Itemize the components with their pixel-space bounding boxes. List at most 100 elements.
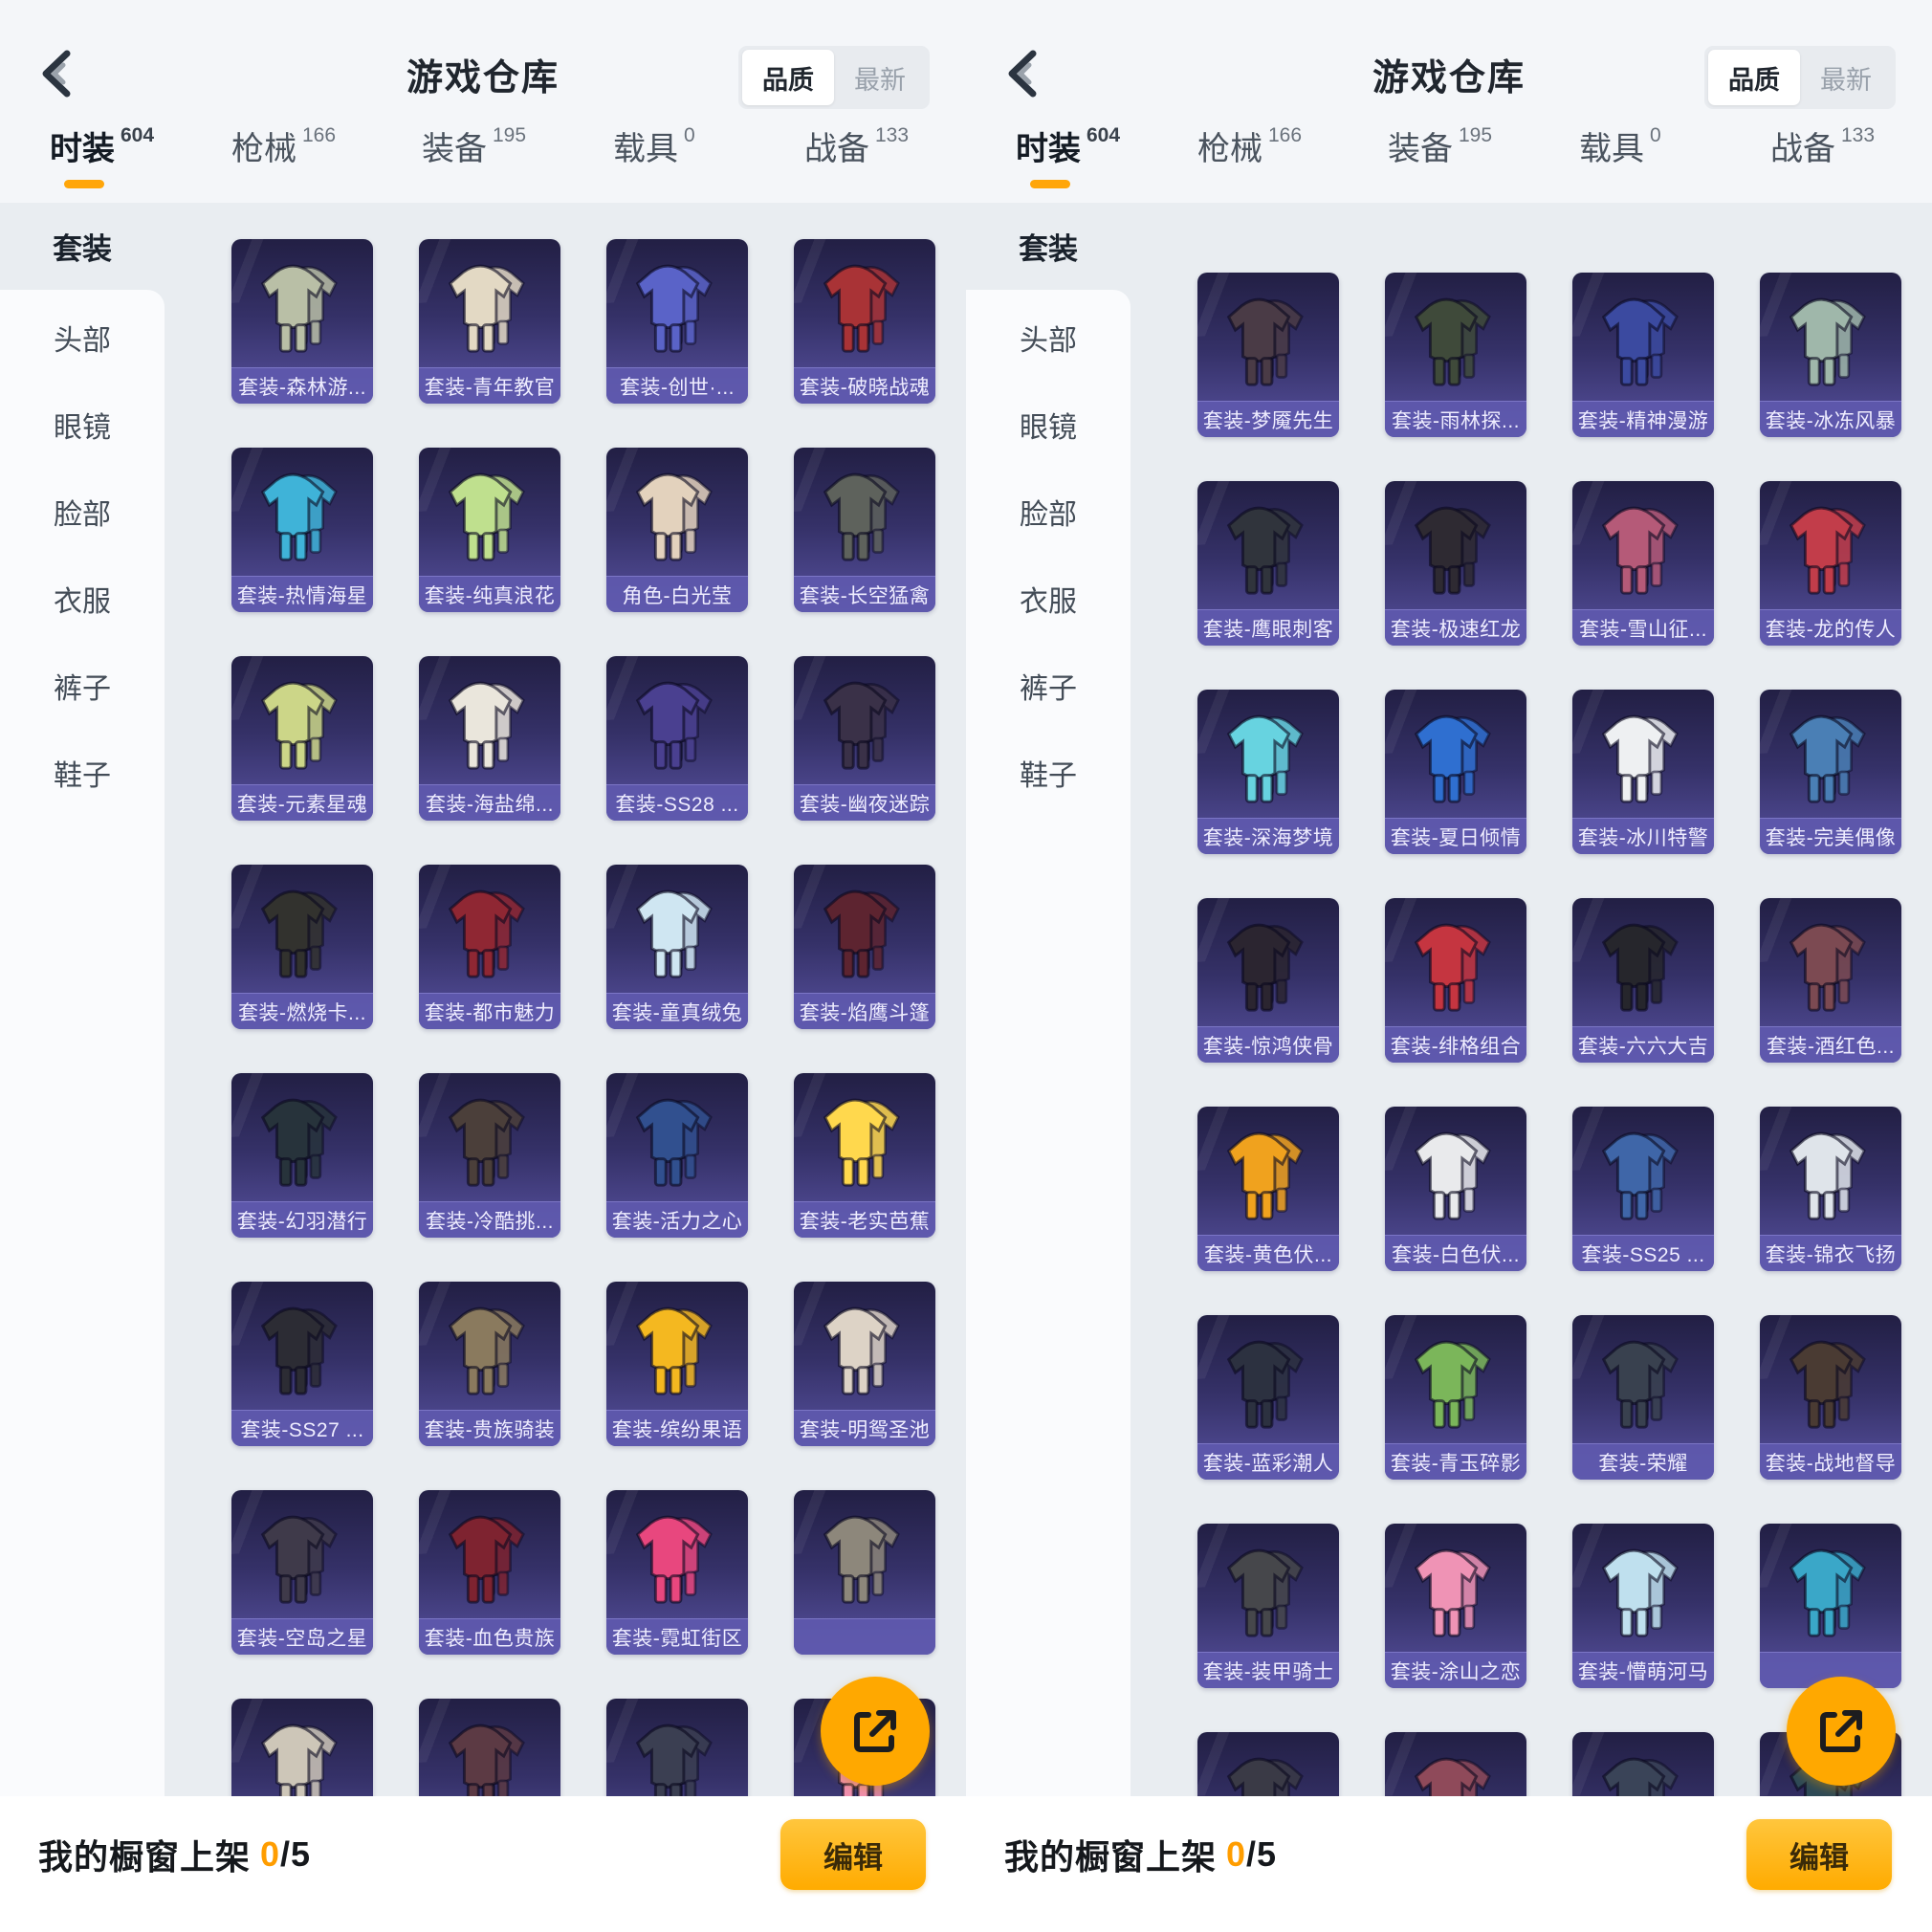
edit-button[interactable]: 编辑 — [1746, 1819, 1892, 1890]
sort-option-selected[interactable]: 品质 — [742, 50, 834, 105]
item-card[interactable] — [1572, 1732, 1714, 1796]
item-card[interactable]: 套装-空岛之星 — [231, 1490, 373, 1655]
sidebar-item-头部[interactable]: 头部 — [54, 324, 111, 357]
item-card[interactable] — [1197, 1732, 1339, 1796]
item-card[interactable]: 套装-缤纷果语 — [606, 1282, 748, 1446]
item-card[interactable]: 套装-冰川特警 — [1572, 690, 1714, 854]
item-card[interactable] — [606, 1699, 748, 1796]
item-card[interactable]: 套装-霓虹街区 — [606, 1490, 748, 1655]
item-card[interactable]: 套装-懵萌河马 — [1572, 1524, 1714, 1688]
item-card[interactable]: 套装-精神漫游 — [1572, 273, 1714, 437]
sidebar-item-脸部[interactable]: 脸部 — [54, 498, 111, 531]
item-card[interactable]: 套装-战地督导 — [1760, 1315, 1901, 1480]
item-card[interactable]: 套装-鹰眼刺客 — [1197, 481, 1339, 646]
item-card[interactable]: 套装-幽夜迷踪 — [794, 656, 935, 821]
tab-战备[interactable]: 战备 133 — [1770, 122, 1875, 184]
sidebar-item-脸部[interactable]: 脸部 — [1020, 498, 1077, 531]
item-card[interactable]: 套装-热情海星 — [231, 448, 373, 612]
sidebar-item-眼镜[interactable]: 眼镜 — [54, 411, 111, 444]
tab-装备[interactable]: 装备 195 — [422, 122, 526, 184]
tab-载具[interactable]: 载具 0 — [1579, 122, 1661, 184]
item-card[interactable]: 套装-绯格组合 — [1385, 898, 1526, 1063]
item-card[interactable]: 套装-惊鸿侠骨 — [1197, 898, 1339, 1063]
item-card[interactable]: 套装-明鸳圣池 — [794, 1282, 935, 1446]
item-card[interactable]: 套装-六六大吉 — [1572, 898, 1714, 1063]
item-card[interactable]: 角色-白光莹 — [606, 448, 748, 612]
sidebar-item-头部[interactable]: 头部 — [1020, 324, 1077, 357]
share-fab-button[interactable] — [1787, 1677, 1896, 1786]
tab-时装[interactable]: 时装 604 — [50, 122, 154, 184]
item-card[interactable]: 套装-老实芭蕉 — [794, 1073, 935, 1238]
item-label: 套装-长空猛禽 — [794, 576, 935, 612]
item-card[interactable]: 套装-冷酷挑... — [419, 1073, 560, 1238]
item-card[interactable]: 套装-荣耀 — [1572, 1315, 1714, 1480]
item-card[interactable]: 套装-元素星魂 — [231, 656, 373, 821]
tab-载具[interactable]: 载具 0 — [613, 122, 695, 184]
item-card[interactable]: 套装-幻羽潜行 — [231, 1073, 373, 1238]
item-card[interactable]: 套装-血色贵族 — [419, 1490, 560, 1655]
item-card[interactable]: 套装-装甲骑士 — [1197, 1524, 1339, 1688]
sidebar-item-眼镜[interactable]: 眼镜 — [1020, 411, 1077, 444]
tab-战备[interactable]: 战备 133 — [804, 122, 909, 184]
item-artwork — [1789, 1548, 1866, 1637]
item-card[interactable]: 套装-涂山之恋 — [1385, 1524, 1526, 1688]
item-card[interactable]: 套装-都市魅力 — [419, 865, 560, 1029]
item-card[interactable]: 套装-深海梦境 — [1197, 690, 1339, 854]
item-card[interactable]: 套装-夏日倾情 — [1385, 690, 1526, 854]
item-card[interactable]: 套装-梦魇先生 — [1197, 273, 1339, 437]
item-card[interactable]: 套装-青玉碎影 — [1385, 1315, 1526, 1480]
item-card[interactable]: 套装-黄色伏... — [1197, 1107, 1339, 1271]
sort-option-unselected[interactable]: 最新 — [1820, 65, 1872, 95]
sidebar-item-鞋子[interactable]: 鞋子 — [1020, 759, 1077, 792]
edit-button[interactable]: 编辑 — [780, 1819, 926, 1890]
item-card[interactable]: 套装-雪山征... — [1572, 481, 1714, 646]
item-card[interactable]: 套装-白色伏... — [1385, 1107, 1526, 1271]
back-button[interactable] — [34, 48, 84, 99]
item-card[interactable]: 套装-完美偶像 — [1760, 690, 1901, 854]
item-card[interactable]: 套装-破晓战魂 — [794, 239, 935, 404]
item-label: 套装-鹰眼刺客 — [1197, 609, 1339, 646]
item-card[interactable]: 套装-海盐绵... — [419, 656, 560, 821]
tab-枪械[interactable]: 枪械 166 — [231, 122, 336, 184]
item-card[interactable]: 套装-雨林探... — [1385, 273, 1526, 437]
item-card[interactable]: 套装-创世·... — [606, 239, 748, 404]
item-card[interactable]: 套装-锦衣飞扬 — [1760, 1107, 1901, 1271]
sidebar-item-裤子[interactable]: 裤子 — [54, 672, 111, 705]
item-card[interactable]: 套装-贵族骑装 — [419, 1282, 560, 1446]
back-button[interactable] — [1000, 48, 1050, 99]
item-card[interactable]: 套装-SS27 ... — [231, 1282, 373, 1446]
item-card[interactable]: 套装-极速红龙 — [1385, 481, 1526, 646]
item-card[interactable] — [1385, 1732, 1526, 1796]
item-card[interactable]: 套装-焰鹰斗篷 — [794, 865, 935, 1029]
item-card[interactable]: 套装-燃烧卡... — [231, 865, 373, 1029]
sidebar-item-衣服[interactable]: 衣服 — [1020, 585, 1077, 618]
tab-count: 166 — [1268, 124, 1303, 146]
item-card[interactable]: 套装-SS25 ... — [1572, 1107, 1714, 1271]
sort-option-unselected[interactable]: 最新 — [854, 65, 906, 95]
sidebar-item-衣服[interactable]: 衣服 — [54, 585, 111, 618]
item-card[interactable]: 套装-活力之心 — [606, 1073, 748, 1238]
item-card[interactable]: 套装-SS28 ... — [606, 656, 748, 821]
item-card[interactable]: 套装-童真绒兔 — [606, 865, 748, 1029]
item-card[interactable]: 套装-蓝彩潮人 — [1197, 1315, 1339, 1480]
item-card[interactable]: 套装-酒红色... — [1760, 898, 1901, 1063]
tab-时装[interactable]: 时装 604 — [1016, 122, 1120, 184]
sort-option-selected[interactable]: 品质 — [1708, 50, 1800, 105]
sidebar-item-裤子[interactable]: 裤子 — [1020, 672, 1077, 705]
sidebar-item-套装[interactable]: 套装 — [0, 203, 165, 290]
item-card[interactable]: 套装-青年教官 — [419, 239, 560, 404]
item-card[interactable]: 套装-冰冻风暴 — [1760, 273, 1901, 437]
item-card[interactable]: 套装-纯真浪花 — [419, 448, 560, 612]
sidebar-item-鞋子[interactable]: 鞋子 — [54, 759, 111, 792]
tab-枪械[interactable]: 枪械 166 — [1197, 122, 1302, 184]
item-card[interactable]: 套装-长空猛禽 — [794, 448, 935, 612]
item-card[interactable]: 套装-龙的传人 — [1760, 481, 1901, 646]
item-card[interactable] — [231, 1699, 373, 1796]
tab-装备[interactable]: 装备 195 — [1388, 122, 1492, 184]
item-card[interactable] — [794, 1490, 935, 1655]
share-fab-button[interactable] — [821, 1677, 930, 1786]
item-card[interactable] — [419, 1699, 560, 1796]
item-card[interactable] — [1760, 1524, 1901, 1688]
item-card[interactable]: 套装-森林游... — [231, 239, 373, 404]
sidebar-item-套装[interactable]: 套装 — [966, 203, 1131, 290]
